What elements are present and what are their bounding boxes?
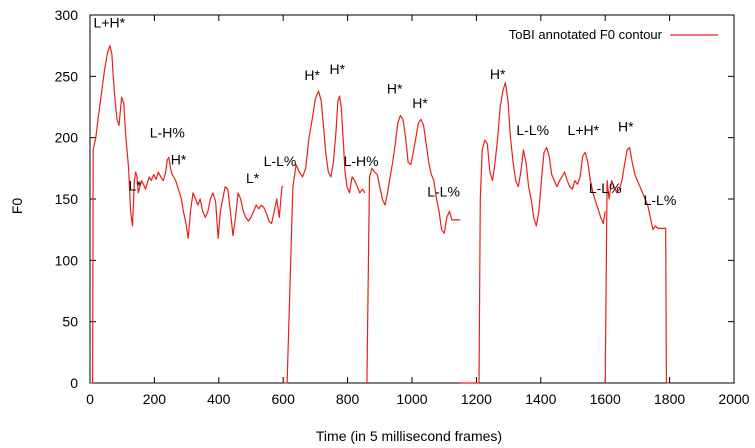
y-tick-label: 50 (62, 314, 78, 330)
y-tick-label: 100 (55, 252, 79, 268)
f0-contour-segment (366, 114, 461, 384)
tobi-annotation-label: H* (490, 66, 506, 82)
y-tick-label: 150 (55, 191, 79, 207)
f0-contour-segment (90, 45, 284, 384)
y-axis-label: F0 (9, 198, 25, 215)
y-tick-label: 250 (55, 68, 79, 84)
x-tick-label: 0 (86, 391, 94, 407)
x-tick-label: 1200 (461, 391, 492, 407)
tobi-annotation-label: L-L% (516, 122, 549, 138)
x-tick-label: 1600 (590, 391, 621, 407)
tobi-annotation-label: L* (128, 177, 142, 193)
y-tick-label: 0 (70, 375, 78, 391)
f0-contour-segment (283, 90, 366, 384)
f0-contour-segment (460, 81, 606, 384)
tobi-annotation-label: H* (618, 119, 634, 135)
x-tick-label: 1400 (525, 391, 556, 407)
f0-contour-segment (604, 146, 670, 384)
tobi-annotation-label: L-L% (644, 192, 677, 208)
x-tick-label: 1000 (396, 391, 427, 407)
annotation-layer: L+H*L-H%H*L* L*L-L%H* H*L-H%H*H*L-L%H*L-L%… (94, 14, 677, 208)
x-tick-label: 600 (272, 391, 296, 407)
tobi-annotation-label: L* (246, 170, 260, 186)
tobi-annotation-label: L-L% (427, 184, 460, 200)
y-tick-label: 300 (55, 7, 79, 23)
tobi-annotation-label: L+H* (94, 14, 126, 30)
tobi-annotation-label: L+H* (568, 122, 600, 138)
x-axis-label: Time (in 5 millisecond frames) (316, 428, 502, 444)
y-tick-label: 200 (55, 130, 79, 146)
legend: ToBI annotated F0 contour (509, 27, 718, 42)
axes-layer: 0 200 400 600 800 1000 1200 1400 1600 1800 2000 0 50… (55, 7, 750, 407)
x-tick-label: 2000 (718, 391, 749, 407)
tobi-annotation-label: H* (387, 81, 403, 97)
tobi-annotation-label: H* (171, 152, 187, 168)
x-tick-label: 1800 (654, 391, 685, 407)
series-layer (90, 45, 670, 384)
x-tick-label: 200 (143, 391, 167, 407)
x-tick-label: 400 (207, 391, 231, 407)
tobi-annotation-label: L-H% (344, 153, 379, 169)
tobi-annotation-label: H* (330, 61, 346, 77)
tobi-annotation-label: L-L% (589, 180, 622, 196)
tobi-annotation-label: H* (412, 95, 428, 111)
tobi-annotation-label: L-L% (264, 153, 297, 169)
legend-label: ToBI annotated F0 contour (509, 27, 663, 42)
tobi-annotation-label: L-H% (150, 125, 185, 141)
x-tick-label: 800 (336, 391, 360, 407)
tobi-annotation-label: H* (304, 67, 320, 83)
